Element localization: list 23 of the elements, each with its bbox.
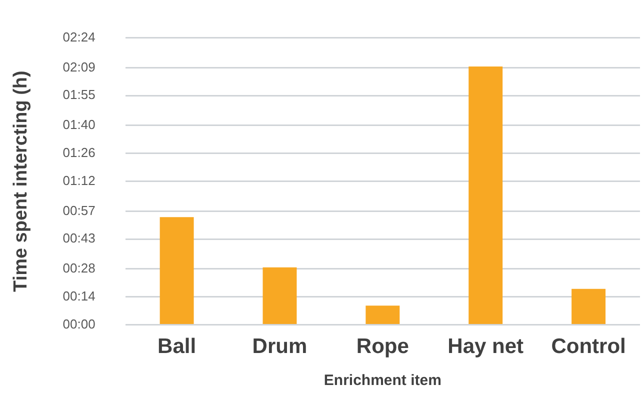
y-tick-label: 01:40 — [62, 117, 96, 132]
y-tick-label: 02:09 — [62, 59, 96, 74]
bar — [160, 217, 194, 324]
x-tick-label: Ball — [158, 335, 196, 358]
y-tick-label: 00:57 — [62, 202, 96, 218]
x-axis-title: Enrichment item — [324, 372, 442, 390]
bar — [262, 267, 297, 324]
y-tick-label: 00:43 — [62, 230, 96, 246]
y-tick-label: 00:00 — [62, 316, 96, 332]
y-tick-label: 01:12 — [62, 172, 96, 188]
y-tick-label: 00:28 — [62, 260, 96, 276]
x-tick-label: Control — [551, 335, 626, 358]
bar — [366, 306, 400, 324]
y-tick-label: 01:55 — [62, 87, 96, 102]
y-tick-label: 02:24 — [62, 29, 96, 44]
x-tick-label: Rope — [356, 335, 409, 358]
x-tick-label: Drum — [252, 335, 308, 358]
y-tick-label: 01:26 — [62, 144, 96, 160]
bar — [468, 66, 503, 324]
y-tick-label: 00:14 — [62, 288, 96, 304]
bar — [572, 288, 606, 324]
x-tick-label: Hay net — [448, 335, 524, 358]
y-axis-title: Time spent intercting (h) — [10, 70, 32, 292]
